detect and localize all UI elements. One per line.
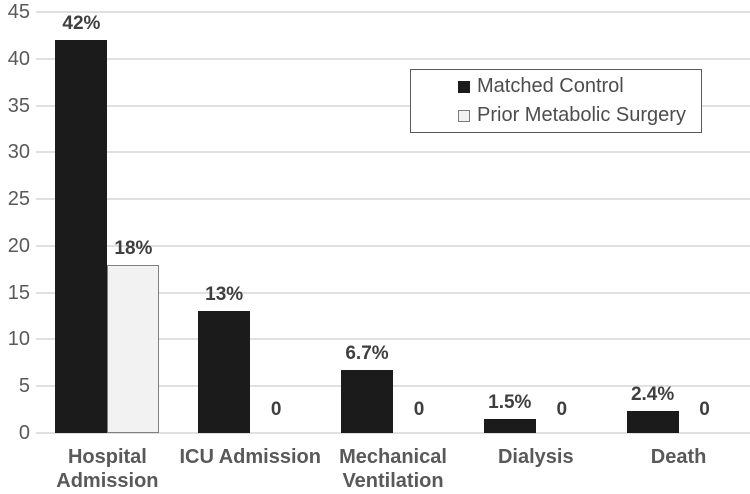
y-axis-tick-label: 5 [18,375,30,398]
y-axis-tick-label: 20 [7,234,30,257]
legend-label-prior-metabolic-surgery: Prior Metabolic Surgery [477,104,686,126]
y-axis-tick-label: 15 [7,281,30,304]
gridline [36,57,750,60]
y-axis-tick-label: 10 [7,328,30,351]
x-axis-category-label: Dialysis [497,446,574,468]
x-axis-category-label: ICU Admission [179,446,321,468]
bar-value-label: 2.4% [630,383,675,405]
bar-matched-control [198,311,251,433]
y-axis-tick-label: 40 [7,47,30,70]
gridline [36,432,750,434]
matched-control-swatch-icon [458,80,470,93]
bar-matched-control [626,410,679,433]
bar-value-label: 1.5% [488,391,532,413]
x-axis-category-label: Death [650,446,707,468]
y-axis-tick-label: 25 [7,188,30,211]
gridline [36,338,750,341]
legend-label-matched-control: Matched Control [477,75,624,97]
gridline [36,198,750,201]
bar-prior-metabolic-surgery [107,264,160,433]
bar-value-label: 18% [114,237,153,259]
legend: Matched Control Prior Metabolic Surgery [410,69,702,133]
prior-metabolic-surgery-swatch-icon [458,109,470,122]
gridline [36,244,750,247]
legend-item-matched-control: Matched Control [458,75,701,97]
gridline [36,385,750,388]
bar-value-label: 0 [413,399,425,420]
gridline [36,11,750,13]
bar-value-label: 13% [205,284,244,306]
y-axis-tick-label: 30 [7,141,30,164]
bar-matched-control [55,40,108,433]
y-axis-tick-label: 35 [7,94,30,117]
bar-matched-control [483,418,536,433]
x-axis-category-label: Hospital Admission [56,446,159,492]
bar-value-label: 0 [270,399,282,420]
gridline [36,104,750,107]
bar-value-label: 6.7% [345,343,389,365]
bar-value-label: 0 [556,399,568,420]
bar-value-label: 0 [699,399,710,420]
bar-matched-control [341,370,393,433]
y-axis-tick-label: 0 [18,422,30,444]
legend-item-prior-metabolic-surgery: Prior Metabolic Surgery [458,104,701,126]
y-axis-tick-label: 45 [7,1,30,23]
bar-value-label: 42% [62,13,101,35]
gridline [36,291,750,294]
gridline [36,151,750,154]
x-axis-category-label: Mechanical Ventilation [339,446,447,492]
